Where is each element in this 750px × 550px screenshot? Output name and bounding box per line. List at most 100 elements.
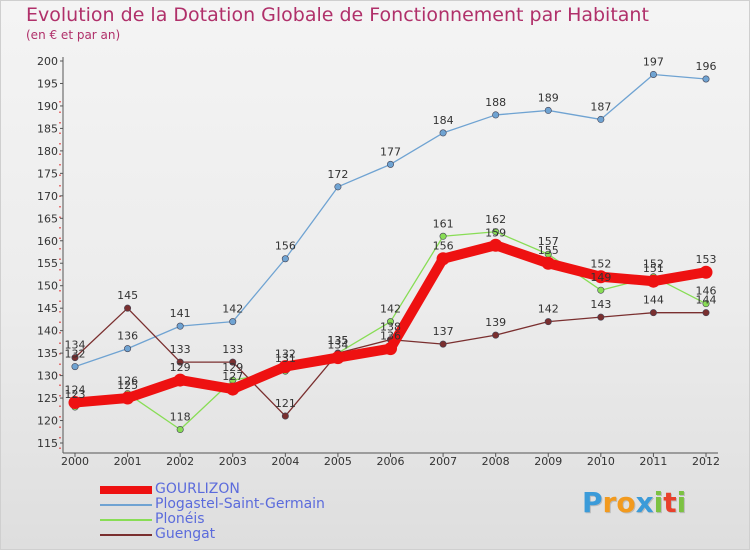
data-point xyxy=(649,309,657,317)
data-point xyxy=(229,358,237,366)
legend-item: Guengat xyxy=(100,526,360,543)
data-label: 152 xyxy=(643,258,664,271)
legend-item: Plonéis xyxy=(100,511,360,528)
data-label: 196 xyxy=(696,60,717,73)
y-tick-label: 140 xyxy=(37,325,58,338)
data-label: 127 xyxy=(222,370,243,383)
data-label: 131 xyxy=(275,352,296,365)
data-label: 161 xyxy=(433,217,454,230)
data-point xyxy=(649,70,657,78)
logo-letter: t xyxy=(663,486,677,519)
y-tick-label: 135 xyxy=(37,347,58,360)
data-point xyxy=(124,304,132,312)
x-tick-label: 2010 xyxy=(587,455,615,468)
y-tick-label: 120 xyxy=(37,415,58,428)
legend-label: Guengat xyxy=(155,526,216,542)
data-point xyxy=(281,412,289,420)
data-point xyxy=(331,351,345,365)
x-tick-label: 2002 xyxy=(166,455,194,468)
data-point xyxy=(597,115,605,123)
legend-swatch xyxy=(100,486,152,494)
proxiti-logo: Proxiti xyxy=(582,486,686,519)
legend-item: GOURLIZON xyxy=(100,481,360,498)
y-tick-label: 160 xyxy=(37,235,58,248)
x-tick-label: 2008 xyxy=(482,455,510,468)
data-label: 125 xyxy=(117,379,138,392)
data-label: 162 xyxy=(485,213,506,226)
x-tick-label: 2006 xyxy=(377,455,405,468)
data-label: 155 xyxy=(538,244,559,257)
y-tick-label: 170 xyxy=(37,190,58,203)
data-point xyxy=(71,363,79,371)
x-tick-label: 2004 xyxy=(271,455,299,468)
data-point xyxy=(281,255,289,263)
legend-label: Plogastel-Saint-Germain xyxy=(155,496,325,512)
logo-letter: o xyxy=(616,486,636,519)
data-point xyxy=(121,391,135,405)
data-point xyxy=(597,313,605,321)
legend-label: Plonéis xyxy=(155,511,205,527)
y-tick-label: 185 xyxy=(37,122,58,135)
data-label: 133 xyxy=(170,343,191,356)
data-label: 145 xyxy=(117,289,138,302)
y-tick-label: 165 xyxy=(37,212,58,225)
data-point xyxy=(544,106,552,114)
legend-swatch xyxy=(100,534,152,536)
data-label: 142 xyxy=(380,303,401,316)
data-label: 149 xyxy=(590,271,611,284)
data-label: 152 xyxy=(590,258,611,271)
data-point xyxy=(384,342,397,356)
data-label: 134 xyxy=(327,339,348,352)
data-label: 129 xyxy=(222,361,243,374)
legend-label: GOURLIZON xyxy=(155,481,240,497)
data-point xyxy=(436,252,450,266)
data-point xyxy=(702,309,710,317)
y-tick-label: 145 xyxy=(37,302,58,315)
data-label: 129 xyxy=(170,361,191,374)
y-tick-label: 195 xyxy=(37,77,58,90)
data-point xyxy=(173,373,187,387)
data-point xyxy=(492,331,500,339)
data-point xyxy=(541,256,555,270)
data-label: 153 xyxy=(696,253,717,266)
data-point xyxy=(702,75,710,83)
data-label: 187 xyxy=(590,100,611,113)
chart-subtitle: (en € et par an) xyxy=(26,28,121,42)
data-point xyxy=(646,274,660,288)
x-tick-label: 2001 xyxy=(114,455,142,468)
data-point xyxy=(176,322,184,330)
data-point xyxy=(386,160,394,168)
data-label: 189 xyxy=(538,91,559,104)
data-point xyxy=(226,382,240,396)
data-label: 159 xyxy=(485,226,506,239)
data-label: 135 xyxy=(327,334,348,347)
data-point xyxy=(597,286,605,294)
data-label: 142 xyxy=(538,303,559,316)
data-point xyxy=(594,270,608,284)
data-point xyxy=(702,300,710,308)
data-point xyxy=(439,232,447,240)
y-tick-label: 155 xyxy=(37,257,58,270)
data-label: 118 xyxy=(170,411,191,424)
legend-item: Plogastel-Saint-Germain xyxy=(100,496,360,513)
data-point xyxy=(229,318,237,326)
data-label: 132 xyxy=(65,348,86,361)
y-tick-label: 130 xyxy=(37,370,58,383)
data-label: 126 xyxy=(117,375,138,388)
data-label: 172 xyxy=(327,168,348,181)
x-tick-label: 2012 xyxy=(692,455,720,468)
data-label: 157 xyxy=(538,235,559,248)
data-label: 133 xyxy=(222,343,243,356)
data-label: 138 xyxy=(380,321,401,334)
data-point xyxy=(492,228,500,236)
data-label: 143 xyxy=(590,298,611,311)
data-label: 188 xyxy=(485,96,506,109)
legend-swatch xyxy=(100,519,152,521)
logo-letter: i xyxy=(676,486,687,519)
data-label: 146 xyxy=(696,285,717,298)
data-label: 156 xyxy=(433,240,454,253)
chart-title: Evolution de la Dotation Globale de Fonc… xyxy=(26,4,649,26)
logo-letter: r xyxy=(602,486,617,519)
data-label: 124 xyxy=(65,384,86,397)
